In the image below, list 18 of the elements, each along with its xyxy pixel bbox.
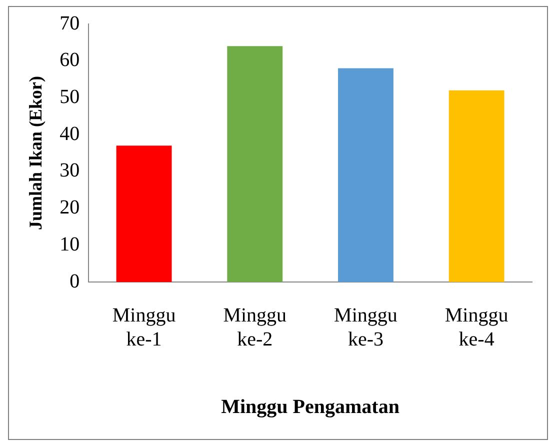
x-tick-label: Minggu ke-4 — [444, 304, 508, 350]
y-tick-label: 10 — [60, 233, 80, 256]
y-tick-label: 0 — [70, 270, 80, 292]
y-tick-label: 40 — [60, 122, 80, 145]
y-tick-label: 60 — [60, 49, 80, 72]
y-tick-label: 20 — [60, 196, 80, 219]
y-axis-title: Jumlah Ikan (Ekor) — [25, 76, 46, 230]
x-tick-label: Minggu ke-2 — [223, 304, 287, 350]
y-tick-label: 30 — [60, 160, 80, 182]
x-axis-title: Minggu Pengamatan — [221, 396, 400, 418]
bar — [338, 68, 394, 282]
bar — [227, 46, 283, 282]
x-tick-label: Minggu ke-3 — [334, 304, 398, 350]
bar — [116, 146, 172, 282]
y-tick-label: 70 — [60, 12, 80, 34]
x-tick-label: Minggu ke-1 — [112, 304, 176, 350]
y-tick-label: 50 — [60, 86, 80, 108]
bar — [448, 90, 504, 282]
